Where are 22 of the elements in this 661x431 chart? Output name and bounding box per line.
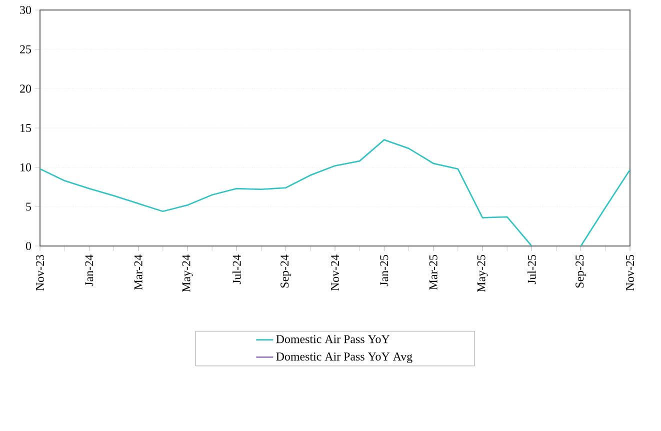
x-tick-label: Sep-25: [576, 254, 586, 288]
y-tick-label: 10: [20, 163, 32, 172]
x-tick-label: Mar-25: [429, 254, 438, 290]
y-tick-label: 5: [26, 202, 32, 211]
x-tick-label: Nov-23: [36, 254, 44, 291]
x-tick-label: Jul-25: [527, 254, 536, 284]
y-tick-label: 20: [20, 84, 32, 93]
legend-label: Domestic Air Pass YoY Avg: [276, 352, 412, 364]
x-tick-label: Jul-24: [232, 254, 241, 284]
legend-label: Domestic Air Pass YoY: [276, 335, 390, 344]
y-tick-label: 25: [20, 45, 32, 54]
x-tick-label: Sep-24: [280, 254, 292, 288]
x-tick-label: May-24: [182, 254, 193, 292]
y-tick-label: 30: [20, 6, 32, 14]
x-tick-label: Jan-25: [380, 254, 388, 286]
x-tick-label: Jan-24: [85, 254, 94, 286]
y-tick-label: 15: [20, 124, 32, 132]
y-tick-label: 0: [26, 242, 32, 250]
x-tick-label: Nov-24: [330, 254, 340, 291]
x-tick-label: May-25: [477, 254, 488, 292]
x-tick-label: Mar-24: [134, 254, 142, 290]
x-tick-label: Nov-25: [626, 254, 634, 291]
